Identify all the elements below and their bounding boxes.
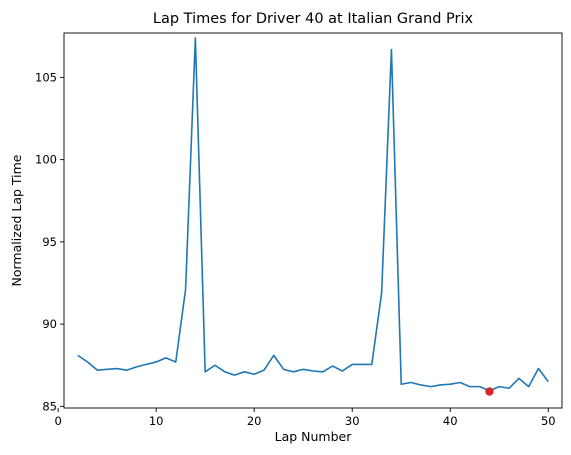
y-tick-label: 95 xyxy=(42,235,57,249)
y-tick-label: 100 xyxy=(35,153,57,167)
x-tick-label: 0 xyxy=(54,414,61,428)
x-tick-label: 10 xyxy=(149,414,164,428)
axis-ticks: 0 10 20 30 40 50 85 90 95 100 105 xyxy=(35,70,556,428)
x-tick-label: 20 xyxy=(247,414,262,428)
y-tick-label: 105 xyxy=(35,70,57,84)
x-tick-label: 30 xyxy=(345,414,360,428)
y-tick-label: 85 xyxy=(42,399,57,413)
plot-frame xyxy=(64,33,562,408)
x-tick-label: 50 xyxy=(541,414,556,428)
chart-title: Lap Times for Driver 40 at Italian Grand… xyxy=(153,11,474,27)
x-tick-label: 40 xyxy=(443,414,458,428)
plot-area xyxy=(78,38,549,396)
x-axis-label: Lap Number xyxy=(275,429,353,444)
y-axis-label: Normalized Lap Time xyxy=(9,154,24,286)
lap-time-series-line xyxy=(78,38,549,391)
highlight-point xyxy=(485,387,493,395)
y-tick-label: 90 xyxy=(42,317,57,331)
